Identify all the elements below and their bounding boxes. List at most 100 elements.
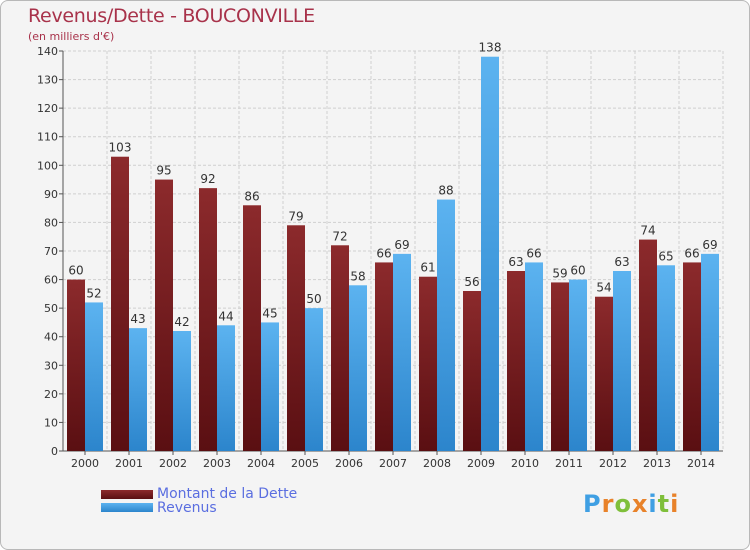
bar-revenus: [437, 199, 455, 451]
x-tick-label: 2012: [599, 457, 627, 470]
bar-dette: [111, 156, 129, 451]
bar-revenus: [85, 302, 103, 451]
bar-revenus: [701, 253, 719, 451]
bar-revenus: [261, 322, 279, 451]
x-tick-label: 2004: [247, 457, 275, 470]
bar-revenus: [393, 253, 411, 451]
x-tick-label: 2005: [291, 457, 319, 470]
y-tick-label: 120: [37, 102, 58, 115]
y-tick-label: 140: [37, 45, 58, 58]
y-tick-label: 20: [44, 388, 58, 401]
data-label-revenus: 52: [86, 286, 101, 300]
y-tick-label: 50: [44, 302, 58, 315]
bar-dette: [551, 282, 569, 451]
data-label-dette: 66: [376, 246, 391, 260]
data-label-dette: 92: [200, 172, 215, 186]
data-label-revenus: 63: [614, 255, 629, 269]
data-label-dette: 60: [68, 264, 83, 278]
data-label-dette: 79: [288, 209, 303, 223]
bar-dette: [375, 262, 393, 451]
data-label-revenus: 50: [306, 292, 321, 306]
data-label-dette: 103: [109, 141, 132, 155]
bar-revenus: [173, 331, 191, 451]
bar-revenus: [481, 56, 499, 451]
y-tick-label: 70: [44, 245, 58, 258]
logo-letter: r: [601, 490, 615, 518]
data-label-revenus: 66: [526, 246, 541, 260]
chart-title: Revenus/Dette - BOUCONVILLE: [28, 5, 315, 27]
x-tick-label: 2007: [379, 457, 407, 470]
data-label-dette: 66: [684, 246, 699, 260]
legend-label-revenus: Revenus: [157, 500, 217, 516]
data-label-revenus: 60: [570, 264, 585, 278]
y-tick-label: 30: [44, 359, 58, 372]
bar-revenus: [613, 271, 631, 451]
logo-letter: i: [648, 490, 658, 518]
x-tick-label: 2010: [511, 457, 539, 470]
legend-label-dette: Montant de la Dette: [157, 486, 298, 502]
data-label-dette: 63: [508, 255, 523, 269]
y-tick-label: 40: [44, 331, 58, 344]
logo-letter: P: [583, 490, 602, 518]
data-label-revenus: 88: [438, 184, 453, 198]
data-label-dette: 72: [332, 229, 347, 243]
data-label-dette: 61: [420, 261, 435, 275]
x-tick-label: 2000: [71, 457, 99, 470]
data-label-dette: 74: [640, 224, 655, 238]
x-tick-label: 2003: [203, 457, 231, 470]
data-label-dette: 54: [596, 281, 611, 295]
x-tick-label: 2013: [643, 457, 671, 470]
data-label-dette: 56: [464, 275, 479, 289]
bar-dette: [331, 245, 349, 451]
legend-swatch-dette: [101, 490, 153, 499]
x-tick-label: 2011: [555, 457, 583, 470]
bar-revenus: [305, 308, 323, 451]
bar-dette: [463, 291, 481, 451]
logo-letter: t: [657, 490, 671, 518]
data-label-revenus: 69: [394, 238, 409, 252]
x-tick-label: 2006: [335, 457, 363, 470]
x-tick-label: 2014: [687, 457, 715, 470]
data-label-dette: 95: [156, 164, 171, 178]
bar-revenus: [349, 285, 367, 451]
x-tick-label: 2002: [159, 457, 187, 470]
bar-dette: [683, 262, 701, 451]
x-tick-label: 2001: [115, 457, 143, 470]
bar-dette: [639, 239, 657, 451]
y-tick-label: 10: [44, 416, 58, 429]
bar-dette: [67, 279, 85, 451]
logo-letter: o: [614, 490, 632, 518]
y-tick-label: 80: [44, 216, 58, 229]
data-label-dette: 59: [552, 266, 567, 280]
bar-dette: [155, 179, 173, 452]
bar-dette: [595, 296, 613, 451]
data-label-revenus: 58: [350, 269, 365, 283]
data-label-revenus: 65: [658, 249, 673, 263]
logo-letter: x: [631, 490, 649, 518]
data-label-revenus: 138: [479, 41, 502, 55]
y-tick-label: 60: [44, 274, 58, 287]
x-tick-label: 2008: [423, 457, 451, 470]
y-tick-label: 90: [44, 188, 58, 201]
y-tick-label: 130: [37, 74, 58, 87]
bar-dette: [287, 225, 305, 451]
bar-dette: [199, 188, 217, 451]
bar-revenus: [525, 262, 543, 451]
bar-revenus: [129, 328, 147, 451]
y-tick-label: 100: [37, 159, 58, 172]
x-tick-label: 2009: [467, 457, 495, 470]
chart-subtitle: (en milliers d'€): [28, 30, 115, 43]
data-label-revenus: 69: [702, 238, 717, 252]
y-tick-label: 110: [37, 131, 58, 144]
bar-revenus: [569, 279, 587, 451]
data-label-revenus: 43: [130, 312, 145, 326]
bar-revenus: [217, 325, 235, 451]
bar-revenus: [657, 265, 675, 451]
bar-dette: [507, 271, 525, 451]
legend-swatch-revenus: [101, 503, 153, 512]
bar-dette: [243, 205, 261, 451]
data-label-revenus: 42: [174, 315, 189, 329]
bar-dette: [419, 276, 437, 451]
